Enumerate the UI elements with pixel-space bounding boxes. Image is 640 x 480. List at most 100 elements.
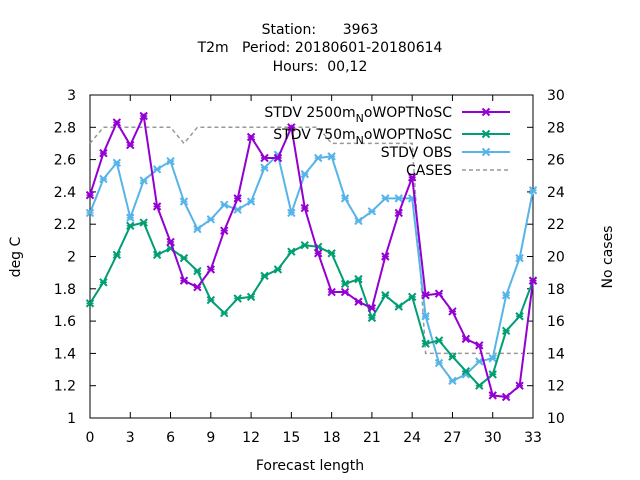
data-point [515,312,524,321]
y2-tick-label: 12 [547,379,565,395]
data-point [206,265,216,274]
data-point [139,218,148,227]
y2-tick-label: 14 [547,346,565,362]
data-point [488,354,497,363]
x-tick-label: 6 [166,430,175,446]
x-axis-label: Forecast length [256,458,364,474]
data-point [206,295,216,305]
series-line [89,152,534,383]
data-point [179,197,189,206]
data-point [434,289,444,298]
data-point [515,253,524,263]
data-point [501,291,511,300]
data-point [367,207,377,216]
legend-label: STDV 2500mNoWOPTNoSC [264,105,452,125]
data-point [287,208,296,218]
data-point [273,265,283,274]
y2-tick-label: 24 [547,185,565,201]
data-point [220,308,229,318]
data-point [179,253,189,263]
series-3 [89,126,533,355]
y2-tick-label: 18 [547,282,565,298]
data-point [394,302,403,311]
data-point [340,194,350,203]
data-point [260,271,269,281]
y2-tick-label: 26 [547,153,565,169]
data-point [85,299,95,308]
x-tick-label: 24 [403,430,421,446]
legend-label: CASES [406,163,452,179]
data-point [166,237,175,247]
legend-entry: STDV 2500mNoWOPTNoSC [264,105,510,125]
y-tick-label: 2.6 [54,153,76,169]
data-point [287,123,296,132]
y2-tick-label: 20 [547,250,565,266]
ticks-layer: 0 3 6 9 12 15 18 21 24 27 30 33 1 1.2 1.4 1.6 1.8 2 2.2 2.4… [54,88,565,446]
legend-label: STDV OBS [381,145,452,161]
data-point [421,291,430,300]
data-point [327,249,336,258]
data-point [166,157,175,166]
data-point [179,276,189,285]
data-point [327,152,336,161]
data-point [246,132,256,142]
data-point [381,252,390,261]
legend-marker [481,147,491,157]
data-point [381,291,390,300]
data-point [152,250,162,260]
y-tick-label: 2 [67,250,76,266]
data-point [340,279,350,289]
data-point [300,169,309,179]
series-2 [85,150,538,386]
legend-marker [481,129,491,139]
data-point [488,370,497,379]
data-point [193,224,202,234]
data-point [99,278,108,287]
x-tick-label: 30 [484,430,502,446]
y2-axis-label: No cases [600,226,616,289]
data-point [461,366,471,376]
data-point [448,376,457,386]
y-tick-label: 3 [67,88,76,104]
series-0 [85,111,538,402]
data-point [394,194,403,203]
y-tick-label: 2.2 [54,217,76,233]
data-point [220,226,229,235]
data-point [314,153,323,163]
data-point [354,297,363,306]
legend-entry: STDV OBS [381,145,510,161]
data-point [220,200,229,210]
data-point [475,381,484,390]
legend-label: STDV 750mNoWOPTNoSC [273,127,452,147]
data-point [488,391,497,400]
y2-tick-label: 30 [547,88,565,104]
legend-marker [481,107,491,117]
data-point [85,208,95,218]
data-point [407,292,417,302]
series-layer [85,111,538,402]
series-line [89,112,534,399]
data-point [421,312,430,321]
x-tick-label: 12 [242,430,260,446]
data-point [233,205,242,214]
data-point [233,194,242,203]
data-point [152,202,162,211]
x-tick-label: 21 [363,430,381,446]
data-point [528,186,538,195]
chart-title-line-2: T2m Period: 20180601-20180614 [197,40,443,56]
data-point [528,276,538,285]
data-point [193,266,202,276]
x-tick-label: 3 [126,430,135,446]
data-point [233,294,242,303]
x-tick-label: 33 [524,430,542,446]
y2-tick-label: 16 [547,314,565,330]
data-point [354,216,363,226]
data-point [448,352,457,361]
data-point [139,176,148,185]
data-point [273,153,283,163]
legend-entry: STDV 750mNoWOPTNoSC [273,127,510,147]
series-line [89,126,533,355]
chart-title-line-1: Station: 3963 [262,22,379,38]
y-tick-label: 1.8 [54,282,76,298]
